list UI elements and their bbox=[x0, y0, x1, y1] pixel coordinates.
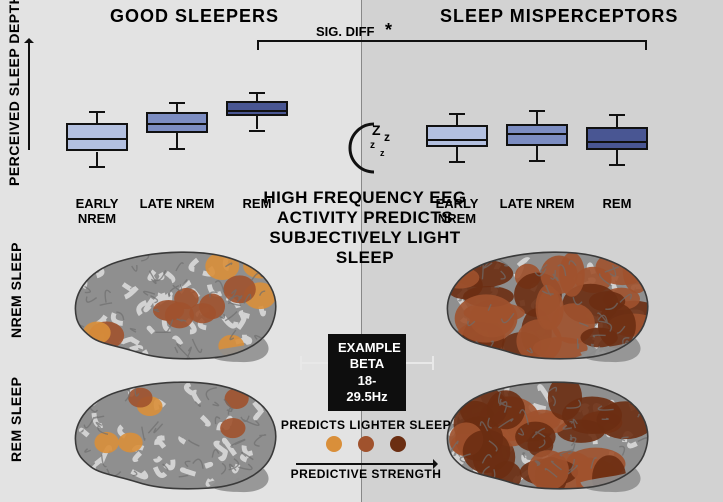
moon-z-0: Z bbox=[372, 122, 381, 138]
legend-dot-2 bbox=[390, 436, 406, 452]
example-box-l1: EXAMPLE bbox=[338, 340, 396, 356]
gs-box-2 bbox=[226, 101, 288, 116]
brain-sm-rem bbox=[432, 378, 662, 496]
legend-dots bbox=[276, 436, 456, 457]
legend-bottom: PREDICTIVE STRENGTH bbox=[276, 467, 456, 481]
sm-box-0 bbox=[426, 125, 488, 147]
sm-xlabel-1: LATE NREM bbox=[496, 196, 578, 211]
brain-gs-nrem bbox=[60, 248, 290, 366]
legend: PREDICTS LIGHTER SLEEP PREDICTIVE STRENG… bbox=[276, 418, 456, 481]
header-left: GOOD SLEEPERS bbox=[110, 6, 279, 27]
example-box-l2: BETA bbox=[338, 356, 396, 372]
gs-box-1 bbox=[146, 112, 208, 133]
sm-box-1 bbox=[506, 124, 568, 146]
row-label-nrem: NREM SLEEP bbox=[8, 242, 24, 338]
center-text-l1: HIGH FREQUENCY EEG bbox=[240, 188, 490, 208]
example-box: EXAMPLE BETA 18-29.5Hz bbox=[328, 334, 406, 411]
brain-sm-nrem bbox=[432, 248, 662, 366]
moon-icon: Z z z z bbox=[334, 116, 398, 185]
gs-box-0 bbox=[66, 123, 128, 152]
legend-title: PREDICTS LIGHTER SLEEP bbox=[276, 418, 456, 432]
header-right: SLEEP MISPERCEPTORS bbox=[440, 6, 678, 27]
sm-xlabel-2: REM bbox=[576, 196, 658, 211]
moon-z-3: z bbox=[380, 148, 385, 158]
figure-root: GOOD SLEEPERS SLEEP MISPERCEPTORS PERCEI… bbox=[0, 0, 723, 502]
gs-xlabel-0: EARLY NREM bbox=[56, 196, 138, 226]
sm-box-2 bbox=[586, 127, 648, 150]
gs-xlabel-1: LATE NREM bbox=[136, 196, 218, 211]
legend-arrow bbox=[296, 463, 436, 465]
moon-z-2: z bbox=[370, 140, 375, 151]
example-box-l3: 18-29.5Hz bbox=[338, 373, 396, 406]
center-text-l2: ACTIVITY PREDICTS bbox=[240, 208, 490, 228]
row-label-rem: REM SLEEP bbox=[8, 377, 24, 462]
legend-dot-0 bbox=[326, 436, 342, 452]
brain-gs-rem bbox=[60, 378, 290, 496]
legend-dot-1 bbox=[358, 436, 374, 452]
moon-z-1: z bbox=[384, 130, 390, 144]
